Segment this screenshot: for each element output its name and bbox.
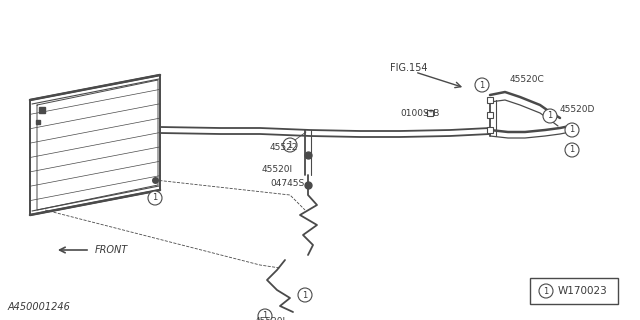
Circle shape bbox=[543, 109, 557, 123]
Circle shape bbox=[475, 78, 489, 92]
Circle shape bbox=[539, 284, 553, 298]
Text: 1: 1 bbox=[547, 111, 552, 121]
Text: 1: 1 bbox=[302, 291, 308, 300]
Text: FIG.154: FIG.154 bbox=[390, 63, 428, 73]
Text: 1: 1 bbox=[262, 311, 268, 320]
Text: 45520I: 45520I bbox=[262, 165, 293, 174]
Text: 1: 1 bbox=[570, 146, 575, 155]
Text: FRONT: FRONT bbox=[95, 245, 128, 255]
Text: 1: 1 bbox=[543, 286, 548, 295]
Circle shape bbox=[258, 309, 272, 320]
Circle shape bbox=[283, 138, 297, 152]
Text: A450001246: A450001246 bbox=[8, 302, 71, 312]
Circle shape bbox=[148, 191, 162, 205]
Text: 1: 1 bbox=[287, 140, 292, 149]
Text: 0100S*B: 0100S*B bbox=[400, 108, 440, 117]
Circle shape bbox=[565, 143, 579, 157]
Text: 04745S: 04745S bbox=[270, 179, 304, 188]
Text: 1: 1 bbox=[570, 125, 575, 134]
Circle shape bbox=[565, 123, 579, 137]
Text: 45520J: 45520J bbox=[255, 317, 286, 320]
Circle shape bbox=[298, 288, 312, 302]
Text: 45520D: 45520D bbox=[560, 106, 595, 115]
Bar bbox=[530, 278, 618, 304]
Text: 1: 1 bbox=[479, 81, 484, 90]
Text: 45520C: 45520C bbox=[510, 76, 545, 84]
Text: 45522: 45522 bbox=[270, 142, 298, 151]
Text: 1: 1 bbox=[152, 194, 157, 203]
Text: W170023: W170023 bbox=[558, 286, 608, 296]
